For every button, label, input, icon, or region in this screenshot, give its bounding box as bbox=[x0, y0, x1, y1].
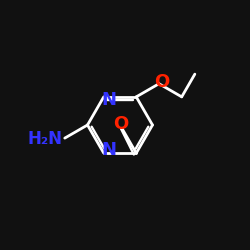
Text: N: N bbox=[102, 141, 117, 159]
Text: H₂N: H₂N bbox=[27, 130, 62, 148]
Text: O: O bbox=[113, 115, 128, 133]
Text: N: N bbox=[102, 91, 117, 109]
Text: O: O bbox=[154, 74, 169, 92]
